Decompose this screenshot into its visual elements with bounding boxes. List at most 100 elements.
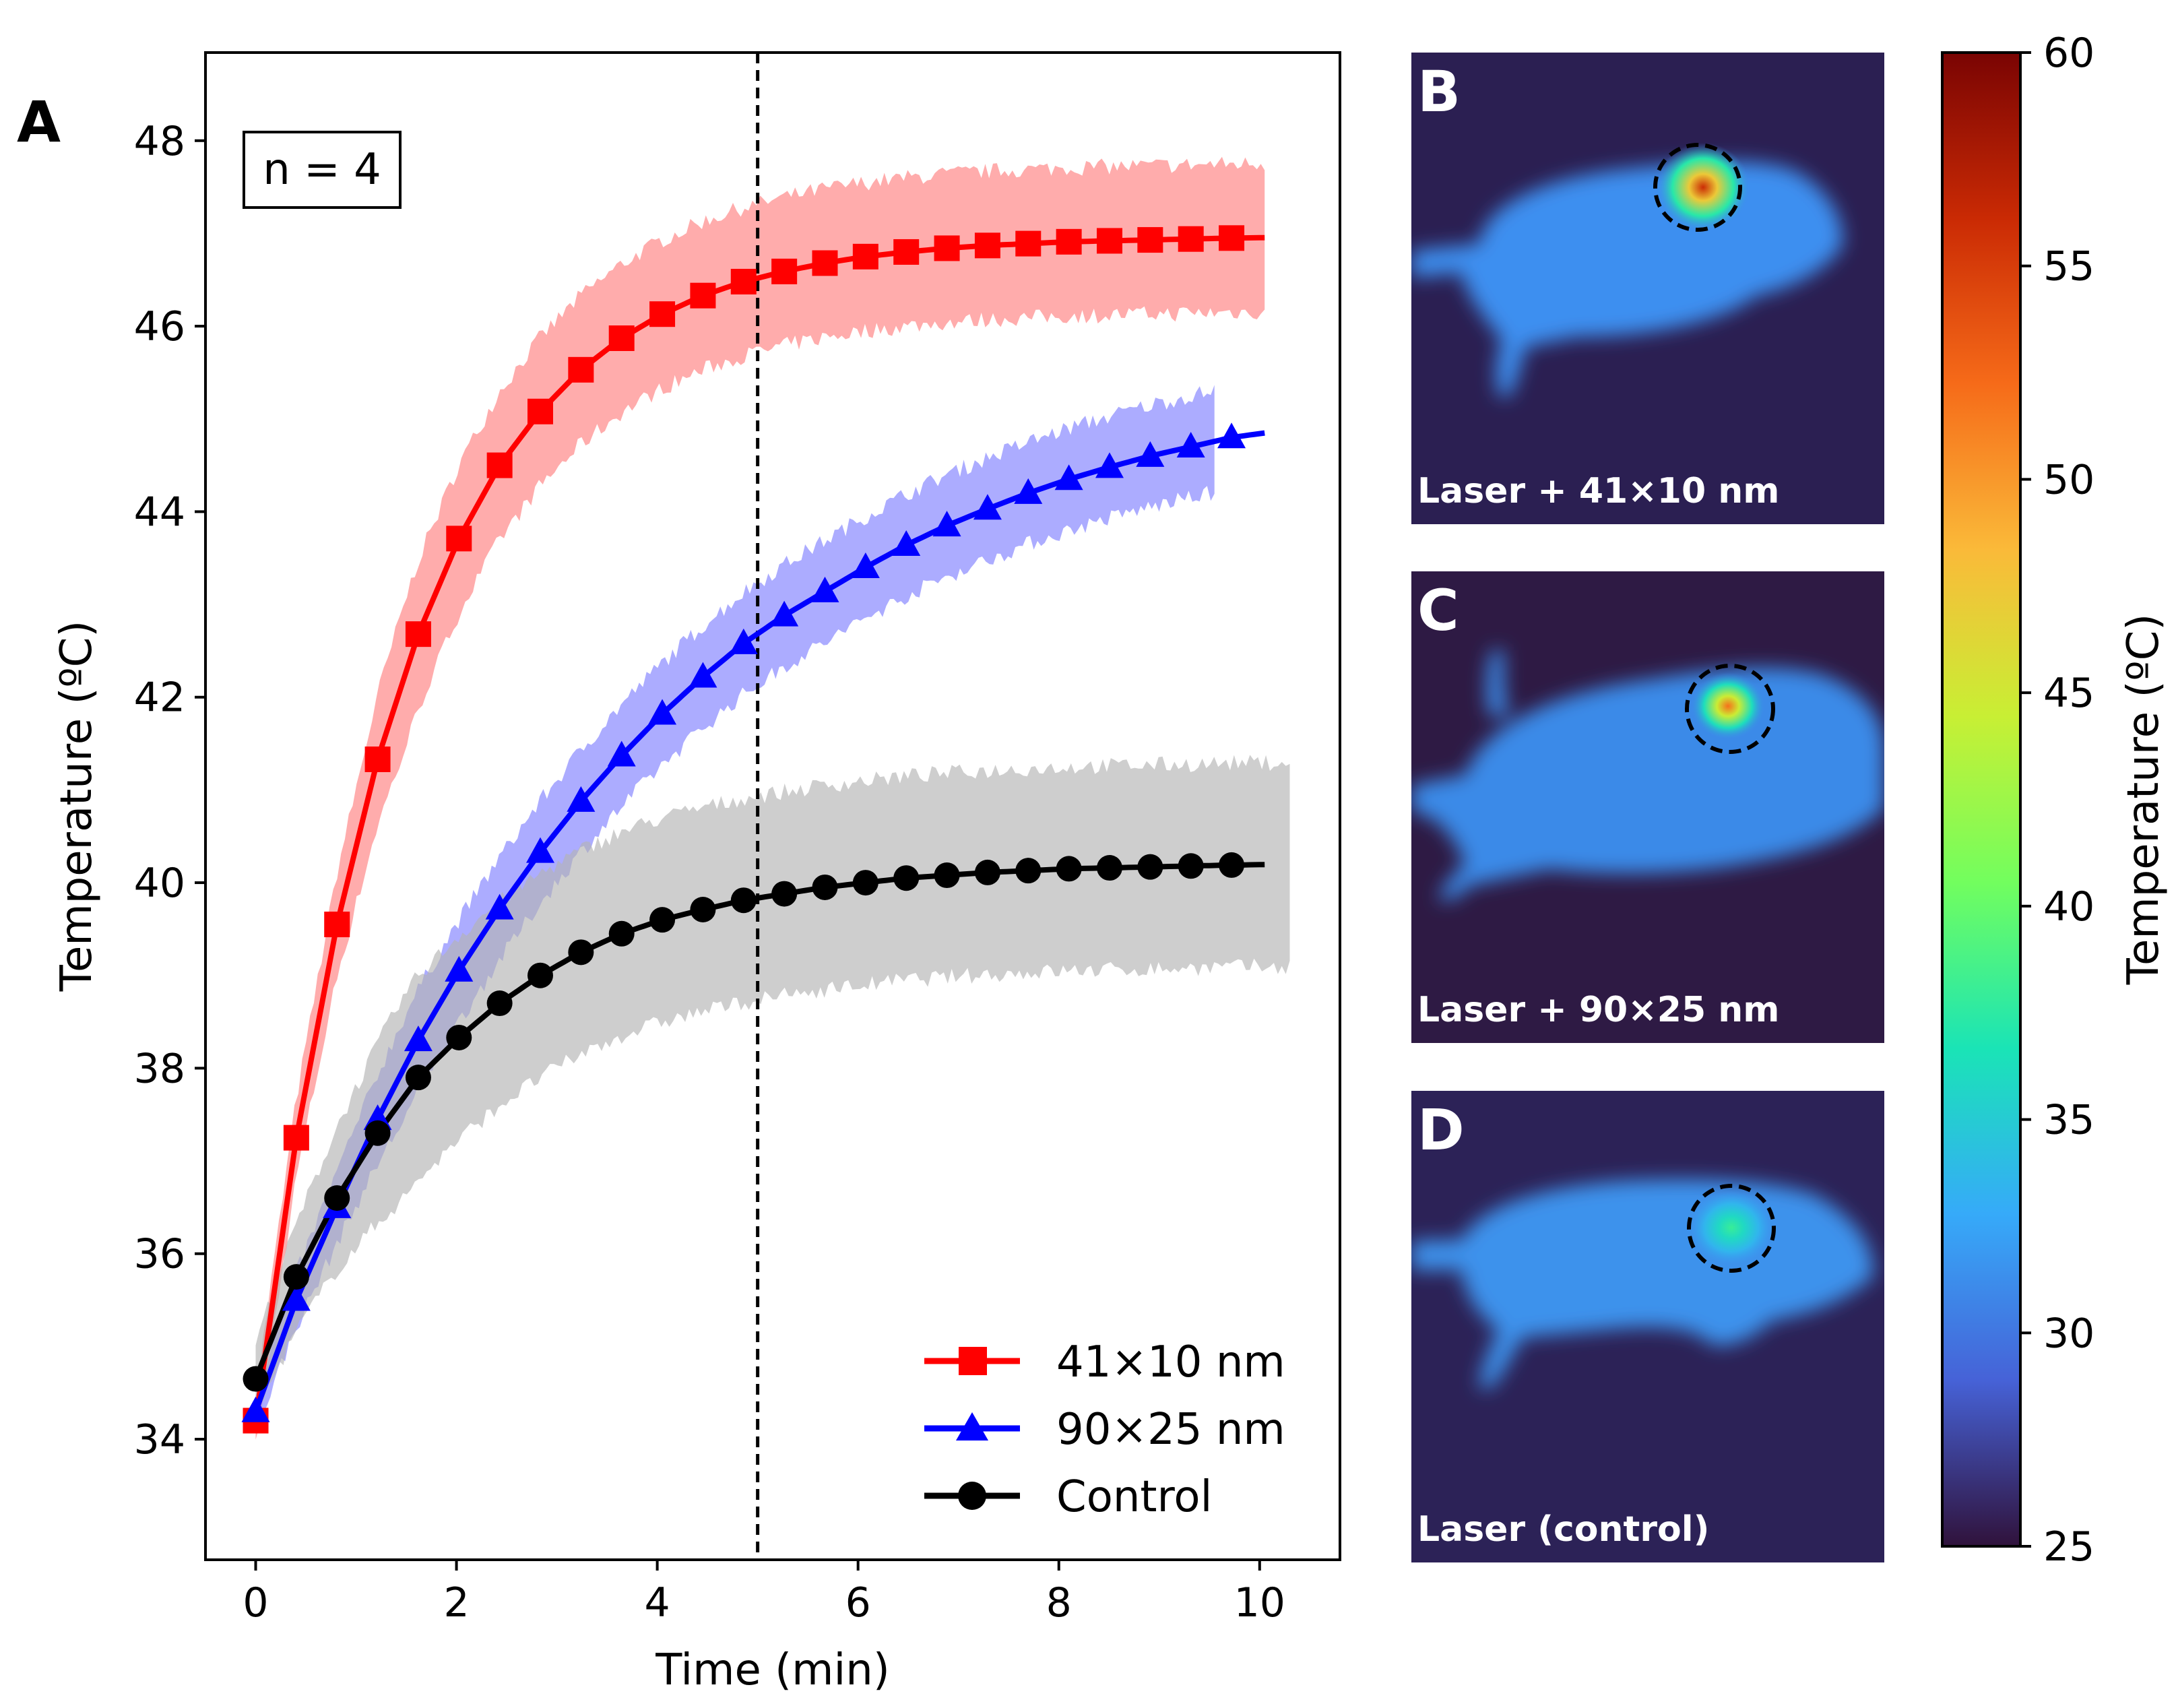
y-tick-label: 48	[134, 118, 185, 165]
data-point-control	[649, 907, 676, 933]
laser-hotspot	[1691, 672, 1765, 740]
data-point-41x10	[1219, 225, 1245, 251]
data-point-41x10	[812, 250, 838, 276]
data-point-90x25	[1054, 464, 1083, 491]
data-point-90x25	[607, 740, 636, 767]
panel-d-thermal-image: D Laser (control)	[1411, 1091, 1884, 1562]
data-point-control	[771, 881, 798, 907]
legend: 41×10 nm 90×25 nm Control	[924, 1337, 1285, 1522]
x-tick-label: 4	[645, 1579, 670, 1626]
data-point-90x25	[1014, 478, 1043, 504]
laser-hotspot	[1690, 1191, 1773, 1265]
data-point-90x25	[1136, 441, 1165, 467]
panel-letter-a: A	[17, 89, 61, 155]
legend-entry-41x10: 41×10 nm	[924, 1337, 1285, 1387]
legend-entry-control: Control	[924, 1472, 1212, 1522]
colorbar-title: Temperature (ºC)	[2119, 614, 2169, 986]
data-point-41x10	[1096, 228, 1122, 254]
data-point-41x10	[1056, 228, 1082, 255]
temperature-colorbar: 25 30 35 40 45 50 55 60 Temperature (ºC)	[1941, 30, 2169, 1571]
data-point-control	[690, 896, 716, 922]
data-point-90x25	[445, 955, 474, 982]
data-point-90x25	[526, 837, 555, 863]
data-point-41x10	[934, 235, 960, 261]
data-point-90x25	[1095, 452, 1124, 478]
data-point-41x10	[405, 621, 431, 647]
colorbar-ticks: 25 30 35 40 45 50 55 60	[2020, 30, 2094, 1571]
data-point-control	[1219, 852, 1245, 878]
data-point-control	[1137, 854, 1163, 880]
x-tick-label: 8	[1046, 1579, 1072, 1626]
data-point-90x25	[973, 494, 1002, 520]
data-point-control	[852, 870, 878, 896]
data-point-control	[730, 887, 757, 914]
data-point-90x25	[1176, 432, 1205, 458]
legend-label-control: Control	[1056, 1472, 1212, 1522]
data-point-41x10	[852, 243, 878, 270]
mouse-silhouette	[1411, 1179, 1874, 1389]
data-point-41x10	[893, 239, 920, 265]
data-point-90x25	[1217, 422, 1246, 449]
legend-entry-90x25: 90×25 nm	[924, 1405, 1285, 1455]
data-point-90x25	[648, 699, 677, 725]
sample-size-label: n = 4	[263, 145, 381, 195]
y-tick-label: 38	[134, 1045, 185, 1092]
colorbar-tick-label: 25	[2043, 1523, 2094, 1571]
data-point-control	[243, 1366, 269, 1392]
data-point-90x25	[892, 530, 921, 556]
y-axis-title: Temperature (ºC)	[52, 621, 102, 992]
data-point-control	[527, 962, 554, 988]
error-bands	[255, 156, 1290, 1440]
panel-letter-c: C	[1417, 577, 1459, 643]
data-point-control	[364, 1120, 391, 1146]
error-band-control	[255, 755, 1290, 1408]
sample-size-annotation: n = 4	[243, 131, 402, 209]
data-point-90x25	[485, 893, 514, 920]
error-band-90x25	[255, 385, 1215, 1430]
y-tick-label: 36	[134, 1231, 185, 1278]
data-point-control	[1178, 853, 1204, 879]
panel-d-caption: Laser (control)	[1417, 1509, 1709, 1550]
plot-area	[241, 53, 1290, 1560]
data-point-control	[568, 939, 594, 966]
data-point-41x10	[690, 282, 716, 309]
series-line-90x25	[253, 430, 1265, 1413]
data-point-90x25	[932, 511, 961, 537]
data-point-control	[608, 920, 635, 947]
panel-letter-b: B	[1417, 59, 1461, 125]
y-tick-label: 40	[134, 860, 185, 907]
laser-hotspot	[1656, 143, 1750, 232]
data-point-41x10	[486, 452, 513, 478]
panel-b-caption: Laser + 41×10 nm	[1417, 471, 1779, 511]
panel-c-caption: Laser + 90×25 nm	[1417, 990, 1779, 1030]
y-tick-label: 42	[134, 674, 185, 722]
sample-size-box	[243, 131, 402, 209]
data-point-90x25	[729, 628, 758, 654]
data-point-control	[405, 1065, 431, 1091]
colorbar-tick-label: 35	[2043, 1097, 2094, 1144]
legend-label-90x25: 90×25 nm	[1056, 1405, 1285, 1455]
data-point-41x10	[608, 325, 635, 351]
data-point-41x10	[649, 301, 676, 327]
mouse-silhouette	[1411, 143, 1843, 398]
data-point-90x25	[689, 662, 717, 688]
x-tick-label: 10	[1234, 1579, 1285, 1626]
data-point-90x25	[404, 1025, 433, 1052]
data-point-90x25	[851, 552, 880, 579]
data-point-41x10	[568, 356, 594, 383]
data-point-90x25	[241, 1396, 270, 1422]
data-point-control	[446, 1024, 472, 1050]
colorbar-gradient	[1941, 51, 2022, 1548]
colorbar-tick-label: 45	[2043, 670, 2094, 717]
panel-c-thermal-image: C Laser + 90×25 nm	[1411, 571, 1884, 1043]
x-axis-title: Time (min)	[655, 1645, 890, 1695]
data-point-41x10	[324, 912, 350, 938]
data-point-control	[1056, 856, 1082, 882]
data-point-41x10	[1178, 226, 1204, 252]
laser-target-circle	[1685, 664, 1775, 754]
legend-circle-marker-icon	[958, 1482, 986, 1510]
panel-b-thermal-image: B Laser + 41×10 nm	[1411, 53, 1884, 524]
data-point-control	[934, 862, 960, 889]
